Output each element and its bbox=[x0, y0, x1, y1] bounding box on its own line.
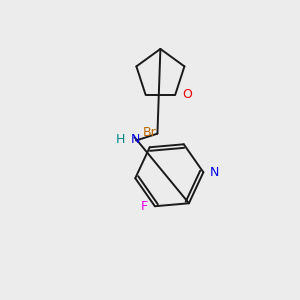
Text: N: N bbox=[210, 166, 219, 179]
Text: H: H bbox=[116, 133, 125, 146]
Text: O: O bbox=[182, 88, 192, 101]
Text: Br: Br bbox=[143, 126, 157, 139]
Text: F: F bbox=[140, 200, 147, 213]
Text: N: N bbox=[131, 133, 140, 146]
